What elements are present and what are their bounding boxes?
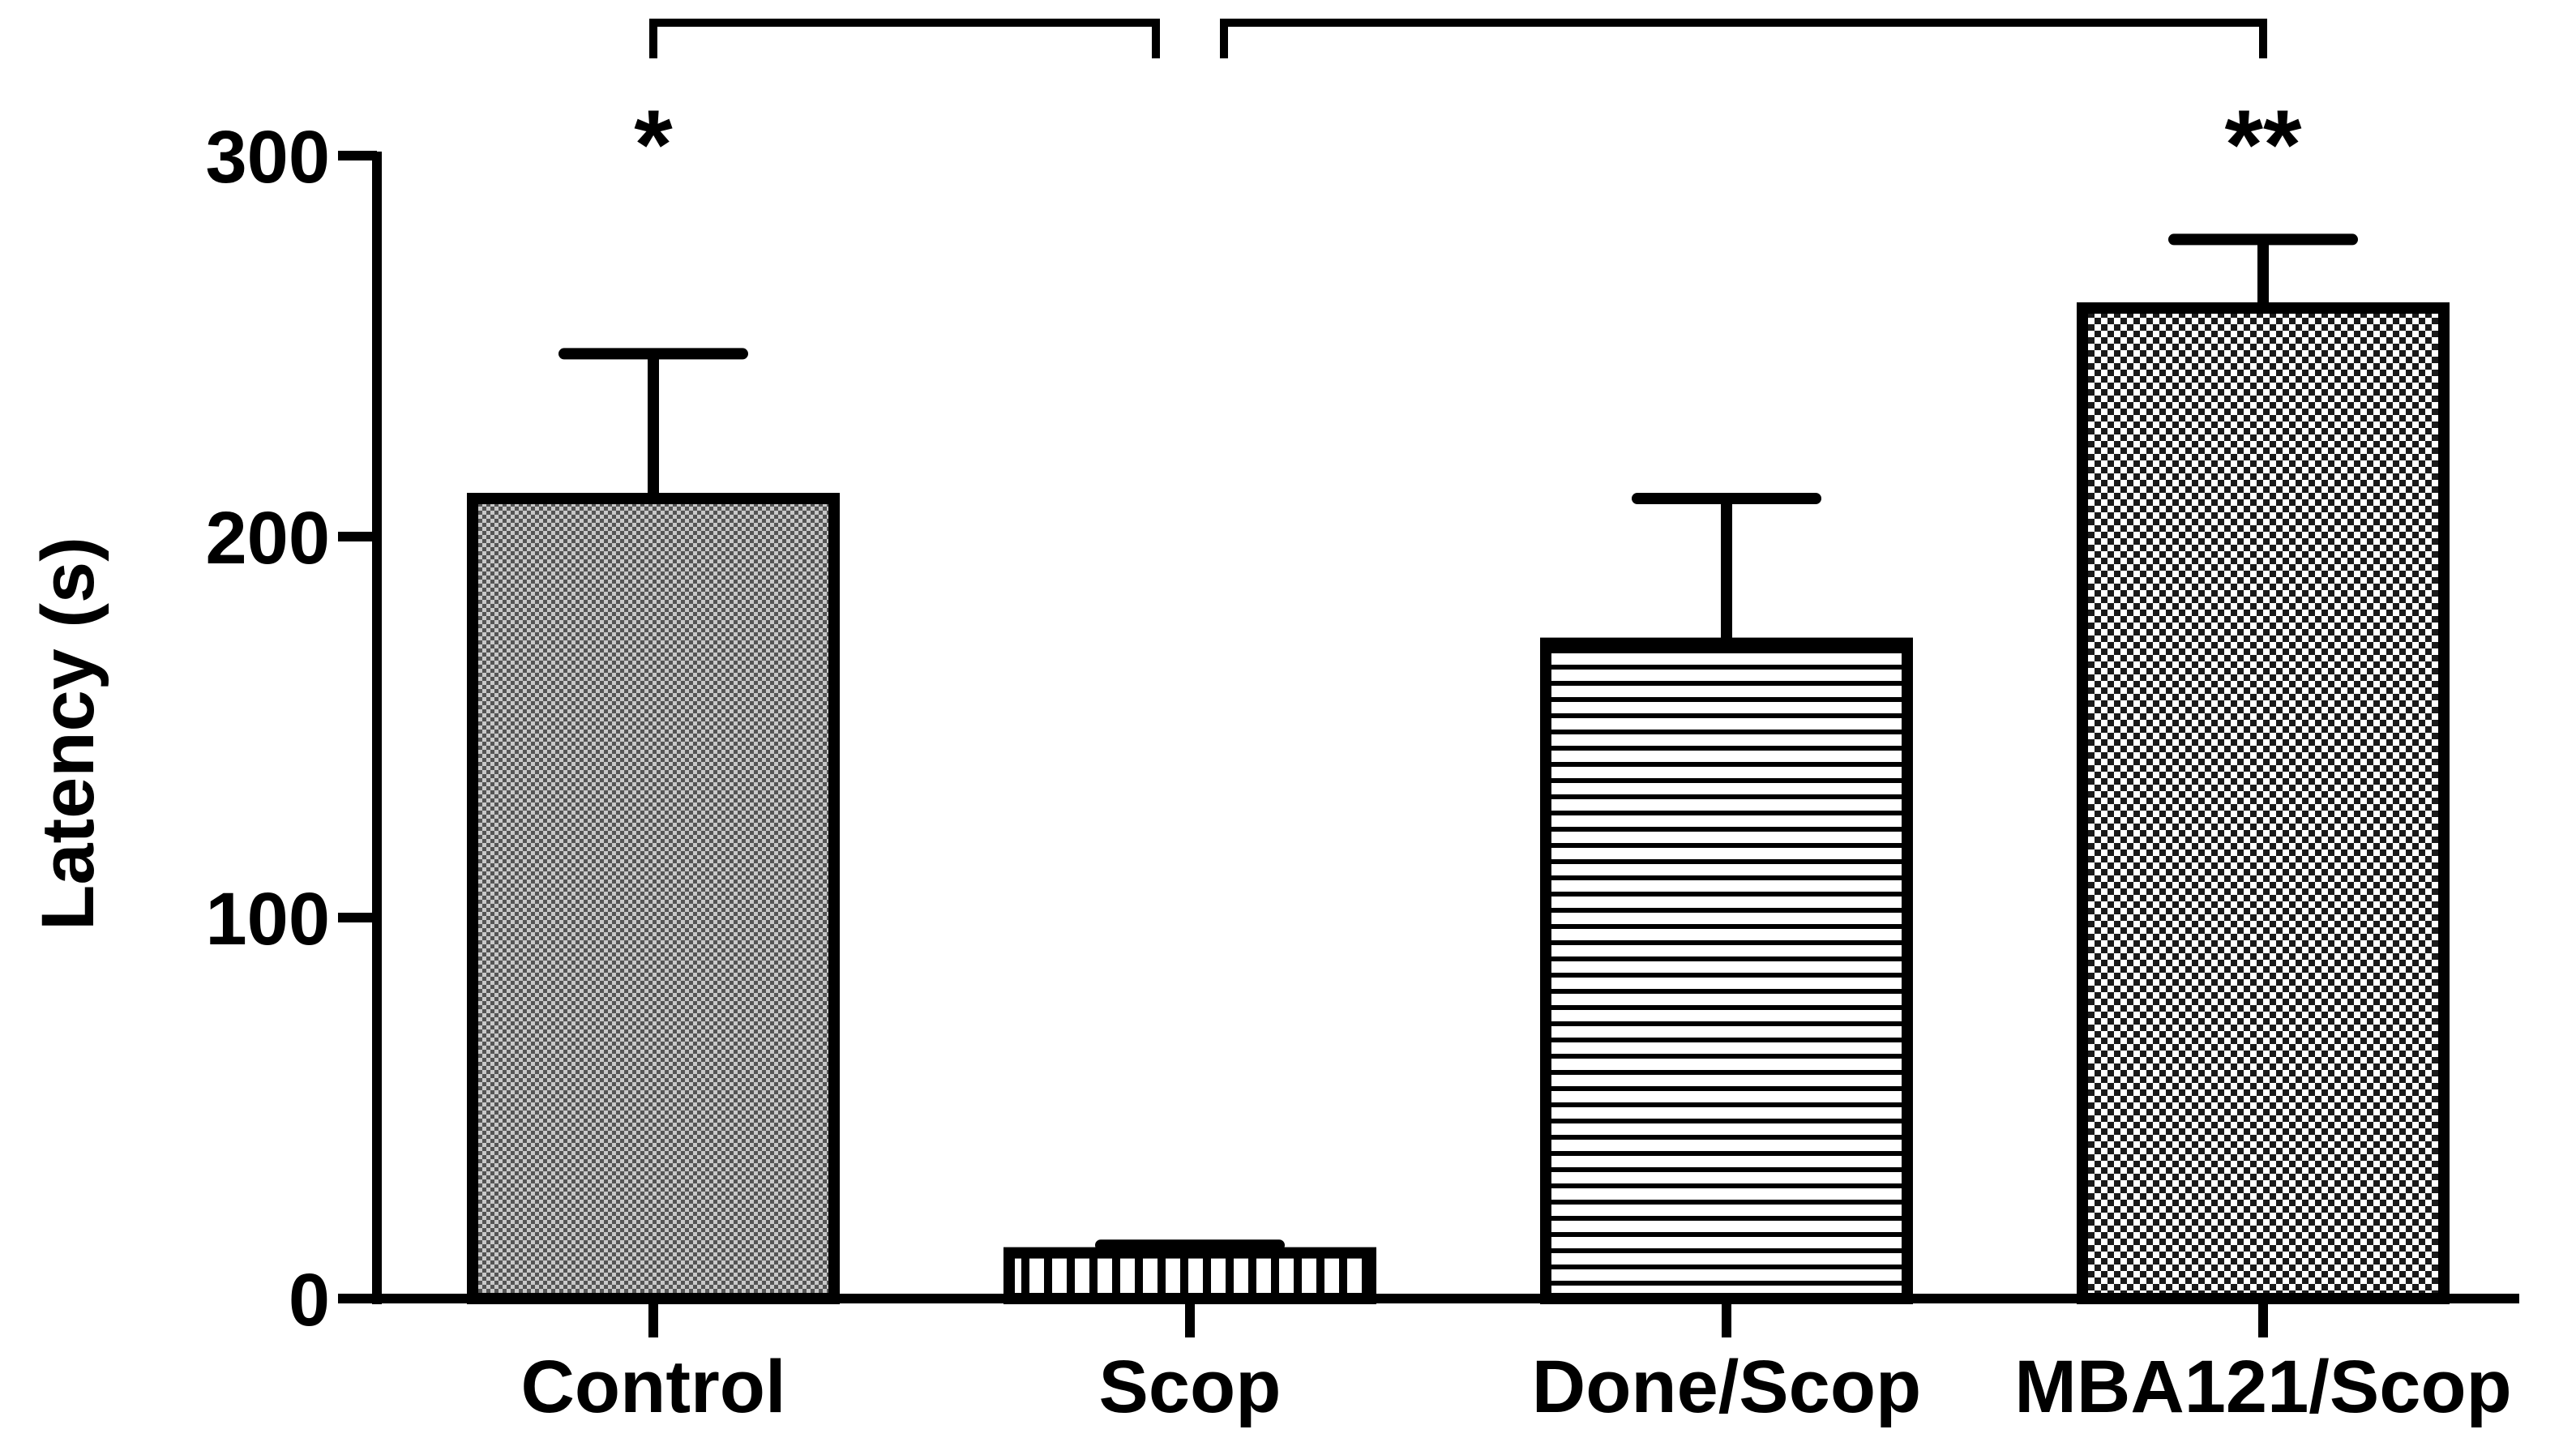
bar-control <box>467 493 840 1304</box>
bar-mba121-scop <box>2077 302 2450 1304</box>
significance-label-mba121-scop: ** <box>2225 89 2302 199</box>
significance-bracket-mba121-scop <box>1220 19 2267 58</box>
significance-brackets: * ** <box>634 19 2302 199</box>
axes <box>338 151 2519 1337</box>
bar-scop <box>1003 1247 1376 1304</box>
y-axis-label: Latency (s) <box>27 537 109 931</box>
bar-done-scop <box>1540 637 1913 1304</box>
x-tick-label-control: Control <box>520 1346 785 1428</box>
y-tick-label-300: 300 <box>206 116 331 199</box>
error-bars <box>558 233 2358 1253</box>
x-tick-label-done-scop: Done/Scop <box>1532 1346 1921 1428</box>
significance-bracket-control <box>649 19 1160 58</box>
x-tick-label-mba121-scop: MBA121/Scop <box>2014 1346 2512 1428</box>
bars <box>467 302 2450 1304</box>
y-tick-label-200: 200 <box>206 497 331 580</box>
significance-label-control: * <box>634 89 673 199</box>
y-tick-label-0: 0 <box>289 1259 330 1342</box>
labels: Latency (s) 0 100 200 300 Control Scop Done/Sc… <box>27 116 2512 1428</box>
y-tick-label-100: 100 <box>206 878 331 961</box>
x-tick-label-scop: Scop <box>1099 1346 1282 1428</box>
